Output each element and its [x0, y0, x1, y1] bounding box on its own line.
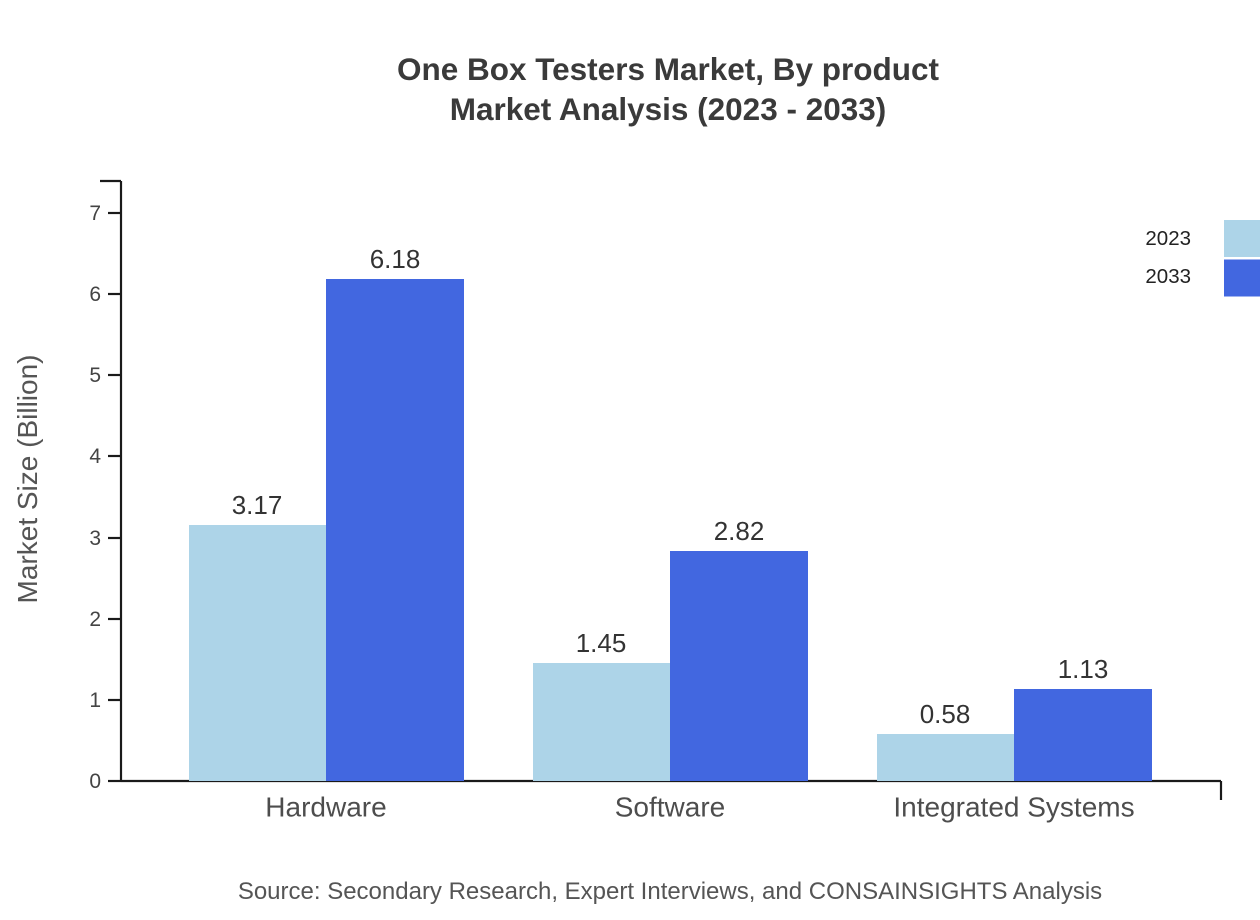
svg-text:2023: 2023 — [1145, 227, 1191, 250]
svg-text:3.17: 3.17 — [232, 490, 283, 520]
svg-text:7: 7 — [89, 202, 101, 225]
svg-text:2033: 2033 — [1145, 265, 1191, 288]
svg-text:2.82: 2.82 — [714, 516, 765, 546]
svg-text:6: 6 — [89, 283, 101, 306]
svg-text:Market Size (Billion): Market Size (Billion) — [12, 355, 43, 604]
svg-text:Integrated Systems: Integrated Systems — [893, 792, 1134, 823]
svg-text:1.13: 1.13 — [1058, 654, 1109, 684]
svg-text:6.18: 6.18 — [370, 244, 421, 274]
svg-text:Hardware: Hardware — [265, 792, 386, 823]
svg-text:0: 0 — [89, 770, 101, 793]
svg-text:3: 3 — [89, 527, 101, 550]
svg-text:5: 5 — [89, 364, 101, 387]
svg-text:Source: Secondary Research, Ex: Source: Secondary Research, Expert Inter… — [238, 878, 1102, 905]
svg-text:Software: Software — [615, 792, 726, 823]
svg-text:0.58: 0.58 — [920, 699, 971, 729]
svg-text:1: 1 — [89, 689, 101, 712]
svg-text:1.45: 1.45 — [576, 628, 627, 658]
svg-text:2: 2 — [89, 608, 101, 631]
svg-text:4: 4 — [89, 445, 101, 468]
